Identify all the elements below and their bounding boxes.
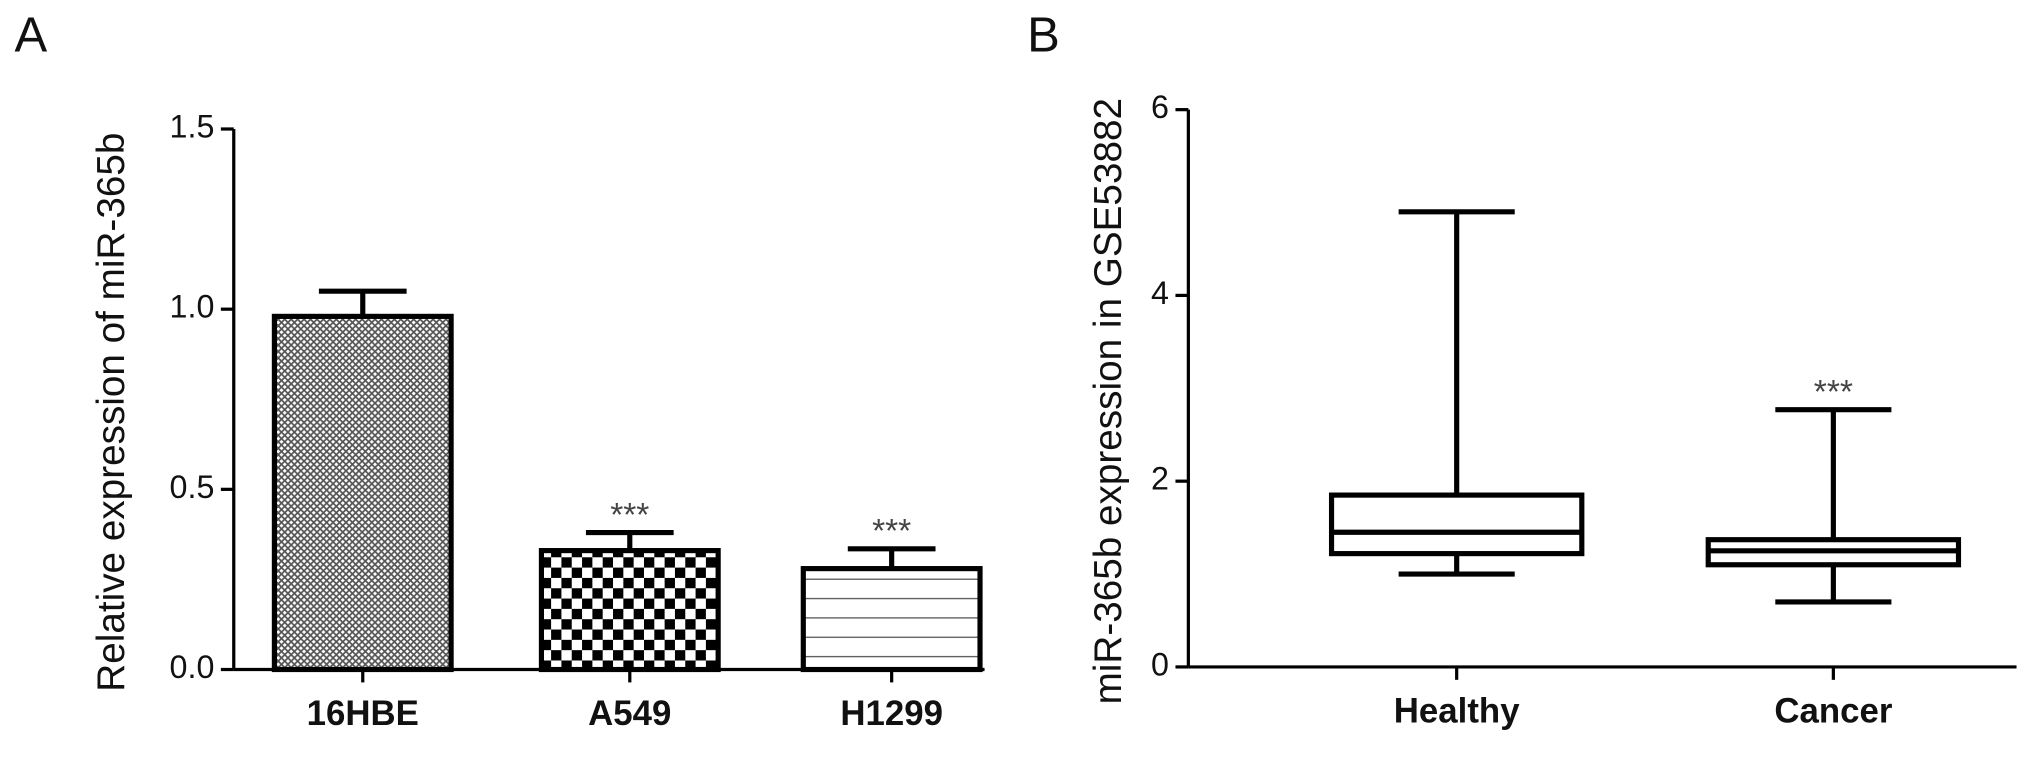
- x-tick-label: 16HBE: [307, 694, 419, 733]
- box: [1328, 492, 1585, 557]
- y-axis-label: miR-365b expression in GSE53882: [1087, 98, 1130, 704]
- y-tick-label: 1.5: [170, 109, 215, 145]
- bar: [271, 313, 454, 673]
- x-tick-label: A549: [588, 694, 671, 733]
- bar: [800, 566, 983, 673]
- bar: [538, 548, 721, 673]
- y-tick-label: 1.0: [170, 289, 215, 325]
- y-tick-label: 0.0: [170, 649, 215, 685]
- x-tick-label: Cancer: [1774, 692, 1892, 731]
- y-tick-label: 2: [1151, 461, 1169, 497]
- panel-label: B: [1027, 9, 1060, 63]
- y-tick-label: 0.5: [170, 469, 215, 505]
- x-tick-label: H1299: [840, 694, 943, 733]
- y-tick-label: 4: [1151, 275, 1169, 311]
- panel-label: A: [14, 9, 47, 63]
- significance-label: ***: [872, 513, 911, 550]
- significance-label: ***: [610, 497, 649, 534]
- y-tick-label: 6: [1151, 89, 1169, 125]
- significance-label: ***: [1814, 374, 1853, 411]
- x-tick-label: Healthy: [1394, 692, 1520, 731]
- y-tick-label: 0: [1151, 646, 1169, 682]
- y-axis-label: Relative expression of miR-365b: [90, 133, 133, 692]
